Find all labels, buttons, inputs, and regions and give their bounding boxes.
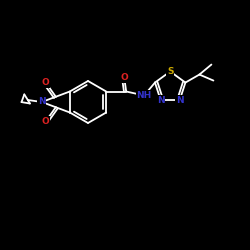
Text: O: O [120, 73, 128, 82]
Text: N: N [38, 98, 46, 106]
Text: S: S [167, 67, 173, 76]
Text: N: N [176, 96, 184, 105]
Text: O: O [42, 78, 50, 87]
Text: NH: NH [136, 91, 152, 100]
Text: O: O [42, 117, 50, 126]
Text: N: N [157, 96, 164, 105]
